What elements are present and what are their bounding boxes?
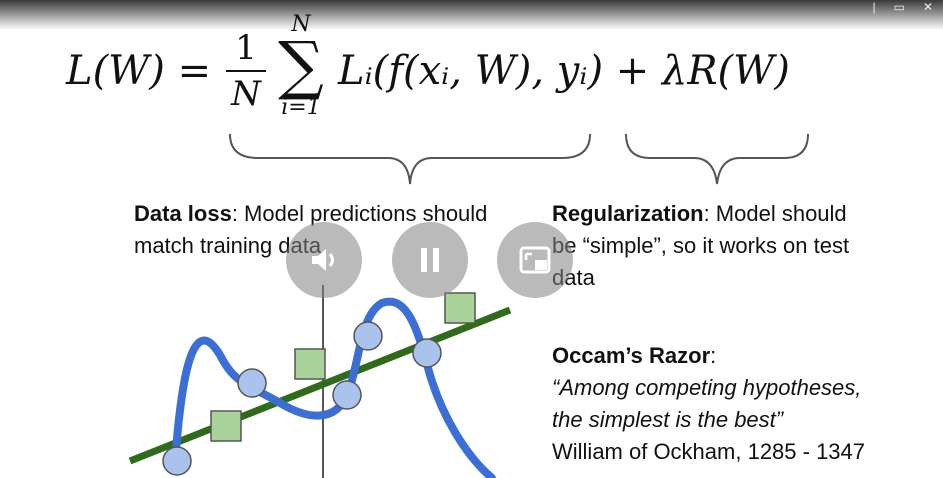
video-top-controls: | ▭ ✕ — [872, 0, 933, 14]
fraction-denominator: N — [231, 74, 261, 114]
occam-title: Occam’s Razor — [552, 343, 711, 368]
miniplayer-icon[interactable]: ▭ — [893, 0, 905, 14]
occam-attribution: William of Ockham, 1285 - 1347 — [552, 439, 866, 464]
regularization-text: Regularization: Model should be “simple”… — [552, 198, 872, 294]
pause-icon — [421, 248, 439, 272]
training-point — [162, 446, 192, 476]
fraction-bar — [226, 70, 266, 72]
sum-lower-limit: i=1 — [281, 95, 321, 120]
test-point — [210, 410, 242, 442]
occam-quote-line1: “Among competing hypotheses, — [552, 375, 862, 400]
test-point — [294, 348, 326, 380]
regularization-title: Regularization — [552, 201, 704, 226]
simple-fit-line — [128, 306, 512, 465]
pause-button[interactable] — [392, 222, 468, 298]
test-point — [444, 292, 476, 324]
formula-rhs: Lᵢ(f(xᵢ, W), yᵢ) + λR(W) — [338, 48, 790, 94]
formula-fraction: 1 N — [226, 28, 266, 114]
occam-razor-text: Occam’s Razor: “Among competing hypothes… — [552, 340, 942, 468]
overfitting-illustration — [128, 285, 512, 478]
volume-icon — [312, 249, 334, 271]
occam-colon: : — [710, 343, 717, 368]
loss-formula: L(W) = 1 N N ∑ i=1 Lᵢ(f(xᵢ, W), yᵢ) + λR… — [66, 6, 826, 136]
picture-in-picture-icon — [519, 246, 551, 274]
data-loss-title: Data loss — [134, 201, 232, 226]
formula-lhs: L(W) = — [66, 48, 212, 94]
volume-button[interactable] — [286, 222, 362, 298]
regularization-brace — [625, 133, 809, 185]
training-point — [412, 338, 442, 368]
sum-upper-limit: N — [291, 12, 311, 37]
fraction-numerator: 1 — [235, 28, 257, 68]
occam-quote-line2: the simplest is the best” — [552, 407, 784, 432]
divider-icon: | — [872, 0, 876, 14]
training-point — [332, 380, 362, 410]
picture-in-picture-button[interactable] — [497, 222, 573, 298]
sum-symbol: ∑ — [278, 29, 324, 103]
formula-summation: N ∑ i=1 — [271, 12, 331, 120]
data-loss-brace — [229, 133, 591, 185]
training-point — [237, 368, 267, 398]
training-point — [353, 321, 383, 351]
video-top-shade — [0, 0, 943, 30]
close-icon[interactable]: ✕ — [922, 0, 933, 14]
